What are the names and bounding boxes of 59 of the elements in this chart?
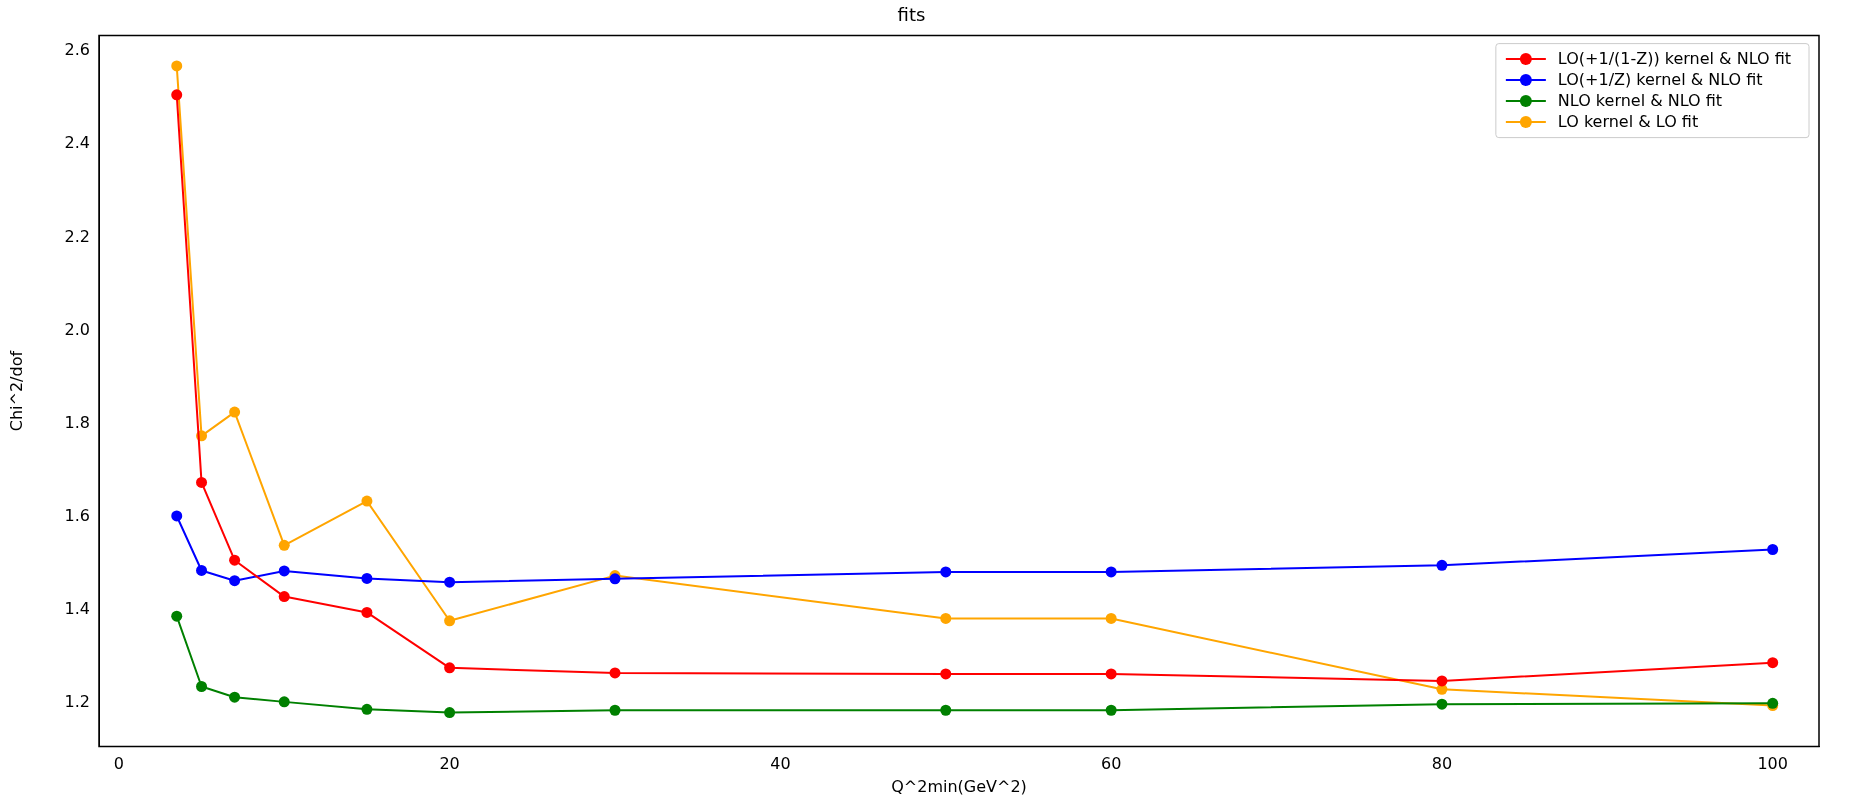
point	[940, 566, 952, 578]
y-tick-label: 1.4	[64, 599, 90, 619]
y-tick-label: 2.6	[64, 40, 90, 60]
y-axis-title: Chi^2/dof	[6, 350, 26, 432]
point	[229, 575, 241, 587]
point	[444, 707, 456, 719]
point	[196, 681, 208, 692]
y-tick-label: 1.8	[64, 412, 90, 432]
y-tick-label: 2.2	[64, 226, 90, 246]
point	[171, 60, 183, 72]
point	[361, 572, 373, 584]
x-tick-label: 100	[1757, 754, 1788, 774]
point	[444, 615, 456, 627]
point	[940, 704, 952, 716]
point	[278, 539, 290, 551]
legend-label: LO(+1/Z) kernel & NLO fit	[1557, 70, 1763, 90]
point	[171, 610, 183, 622]
point	[196, 564, 208, 576]
point	[1105, 566, 1117, 578]
x-tick-label: 40	[770, 754, 791, 774]
y-tick-label: 2.0	[64, 319, 90, 339]
y-tick-label: 1.6	[64, 506, 90, 526]
point	[444, 662, 456, 674]
point	[1105, 704, 1117, 716]
point	[1105, 612, 1117, 624]
point	[1436, 698, 1448, 710]
point	[1767, 544, 1779, 556]
point	[940, 612, 952, 624]
point	[229, 691, 241, 703]
point	[361, 495, 373, 507]
x-tick-label: 60	[1100, 754, 1122, 774]
point	[609, 704, 621, 716]
x-tick-label: 80	[1431, 754, 1453, 774]
x-tick-label: 0	[113, 754, 124, 774]
x-axis-title: Q^2min(GeV^2)	[891, 776, 1027, 796]
point	[278, 565, 290, 577]
point	[444, 576, 456, 588]
point	[1436, 559, 1448, 571]
point	[171, 89, 183, 101]
point	[196, 476, 208, 488]
point	[1105, 668, 1117, 680]
legend-label: LO(+1/(1-Z)) kernel & NLO fit	[1557, 49, 1791, 69]
legend-label: LO kernel & LO fit	[1557, 112, 1699, 132]
point	[278, 696, 290, 708]
point	[278, 591, 290, 603]
point	[361, 606, 373, 618]
point	[1767, 657, 1779, 669]
point	[229, 406, 241, 418]
chart-title: fits	[897, 4, 926, 26]
point	[171, 510, 183, 522]
point	[361, 703, 373, 715]
y-tick-label: 1.2	[64, 692, 90, 712]
point	[229, 554, 241, 566]
point	[940, 668, 952, 680]
x-tick-label: 20	[439, 754, 460, 774]
y-tick-label: 2.4	[64, 133, 90, 153]
legend-label: NLO kernel & NLO fit	[1557, 91, 1723, 111]
point	[609, 667, 621, 679]
point	[1436, 675, 1448, 687]
